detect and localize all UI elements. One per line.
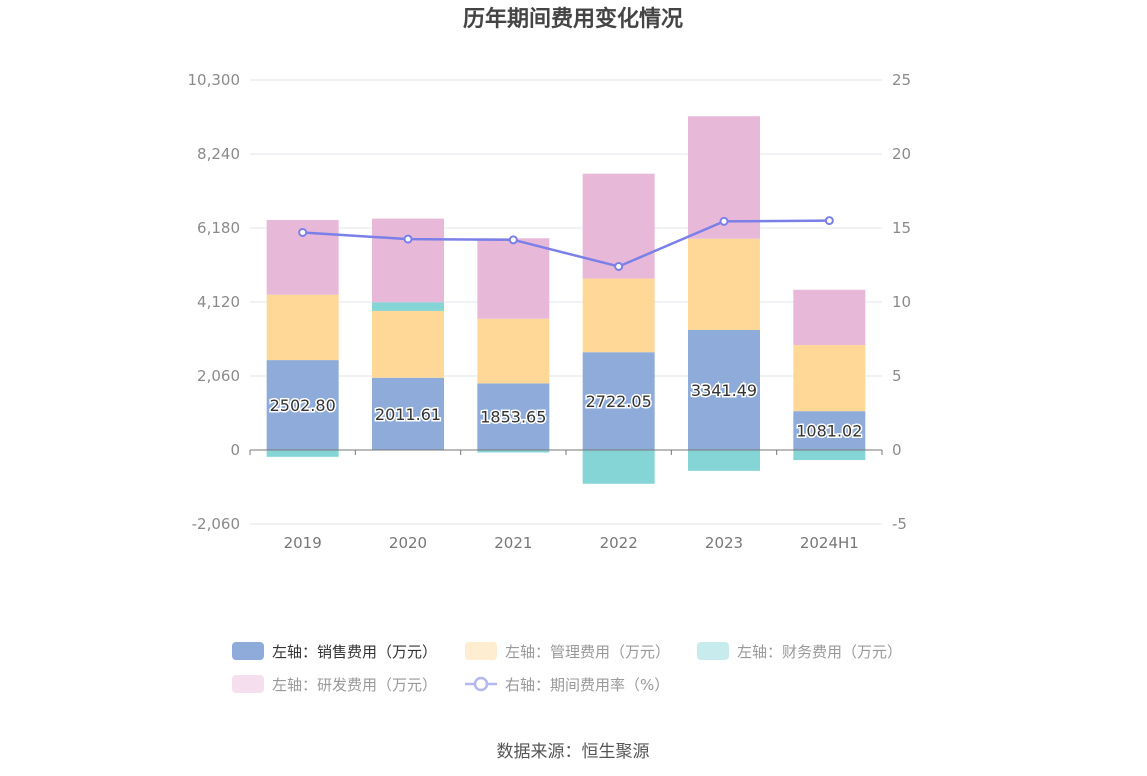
bar [793, 411, 866, 450]
x-tick-label: 2022 [600, 534, 638, 552]
bar [266, 450, 339, 457]
y-left-tick-label: 10,300 [188, 71, 241, 89]
bar [793, 345, 866, 412]
y-right-tick-label: 10 [892, 293, 911, 311]
bar [793, 450, 866, 461]
y-axis-right: 25 20 15 10 5 0 -5 [892, 71, 911, 533]
bar [372, 310, 444, 378]
legend-label: 右轴：期间费用率（%） [505, 676, 669, 694]
y-left-tick-label: 6,180 [197, 219, 240, 237]
y-right-tick-label: 15 [892, 219, 911, 237]
bar [266, 294, 339, 361]
data-label: 1853.65 [480, 408, 546, 427]
y-left-tick-label: 8,240 [197, 145, 240, 163]
y-right-tick-label: 0 [892, 441, 902, 459]
legend-item[interactable]: 左轴：财务费用（万元） [697, 642, 902, 661]
bar [793, 289, 866, 346]
x-tick-label: 2023 [705, 534, 743, 552]
bar [477, 318, 550, 384]
bar-series [266, 116, 866, 484]
line-series [298, 216, 834, 271]
data-label: 2011.61 [375, 405, 441, 424]
legend-item[interactable]: 左轴：销售费用（万元） [232, 642, 437, 661]
legend-label: 左轴：管理费用（万元） [505, 643, 670, 661]
line-point [824, 216, 834, 226]
data-label: 1081.02 [796, 422, 862, 441]
x-axis: 2019 2020 2021 2022 2023 2024H1 [249, 449, 883, 552]
bar [266, 360, 339, 450]
y-left-tick-label: 4,120 [197, 293, 240, 311]
chart-title: 历年期间费用变化情况 [463, 6, 683, 32]
legend[interactable]: 左轴：销售费用（万元） 左轴：管理费用（万元） 左轴：财务费用（万元） 左轴：研发费用… [232, 642, 902, 694]
y-left-tick-label: 2,060 [197, 367, 240, 385]
y-axis-left: 10,300 8,240 6,180 4,120 2,060 0 -2,060 [188, 71, 241, 533]
x-tick-label: 2024H1 [800, 534, 859, 552]
legend-swatch [232, 675, 264, 693]
legend-label: 左轴：研发费用（万元） [272, 676, 437, 694]
legend-label: 左轴：销售费用（万元） [272, 643, 437, 661]
legend-swatch [473, 676, 489, 692]
x-tick-label: 2020 [389, 534, 427, 552]
line-point [614, 261, 624, 271]
line-point [719, 216, 729, 226]
bar [372, 218, 444, 303]
legend-swatch [465, 642, 497, 660]
y-left-tick-label: -2,060 [192, 515, 240, 533]
bar [688, 238, 760, 330]
bar [688, 329, 760, 450]
legend-swatch [232, 642, 264, 660]
y-right-tick-label: 5 [892, 367, 902, 385]
bar [582, 352, 655, 450]
y-left-tick-label: 0 [230, 441, 240, 459]
bar [477, 383, 550, 450]
legend-item[interactable]: 右轴：期间费用率（%） [465, 676, 669, 694]
data-label: 2502.80 [270, 396, 336, 415]
y-right-tick-label: -5 [892, 515, 907, 533]
x-tick-label: 2019 [284, 534, 322, 552]
bar [372, 377, 444, 450]
legend-label: 左轴：财务费用（万元） [737, 643, 902, 661]
line-point [298, 227, 308, 237]
bar [582, 450, 655, 484]
bar [372, 302, 444, 311]
bar [582, 278, 655, 353]
source-note: 数据来源：恒生聚源 [497, 742, 650, 762]
data-label: 3341.49 [691, 381, 757, 400]
bar [477, 450, 550, 453]
data-labels: 2502.80 2011.61 1853.65 2722.05 3341.49 1081.… [268, 379, 864, 442]
x-tick-label: 2021 [494, 534, 532, 552]
grid [250, 79, 882, 525]
bar [688, 450, 760, 471]
line-point [508, 235, 518, 245]
series-line [302, 219, 830, 268]
y-right-tick-label: 25 [892, 71, 911, 89]
line-point [403, 234, 413, 244]
legend-item[interactable]: 左轴：研发费用（万元） [232, 675, 437, 694]
data-label: 2722.05 [586, 392, 652, 411]
legend-item[interactable]: 左轴：管理费用（万元） [465, 642, 670, 661]
bar [477, 238, 550, 319]
legend-swatch [697, 642, 729, 660]
y-right-tick-label: 20 [892, 145, 911, 163]
